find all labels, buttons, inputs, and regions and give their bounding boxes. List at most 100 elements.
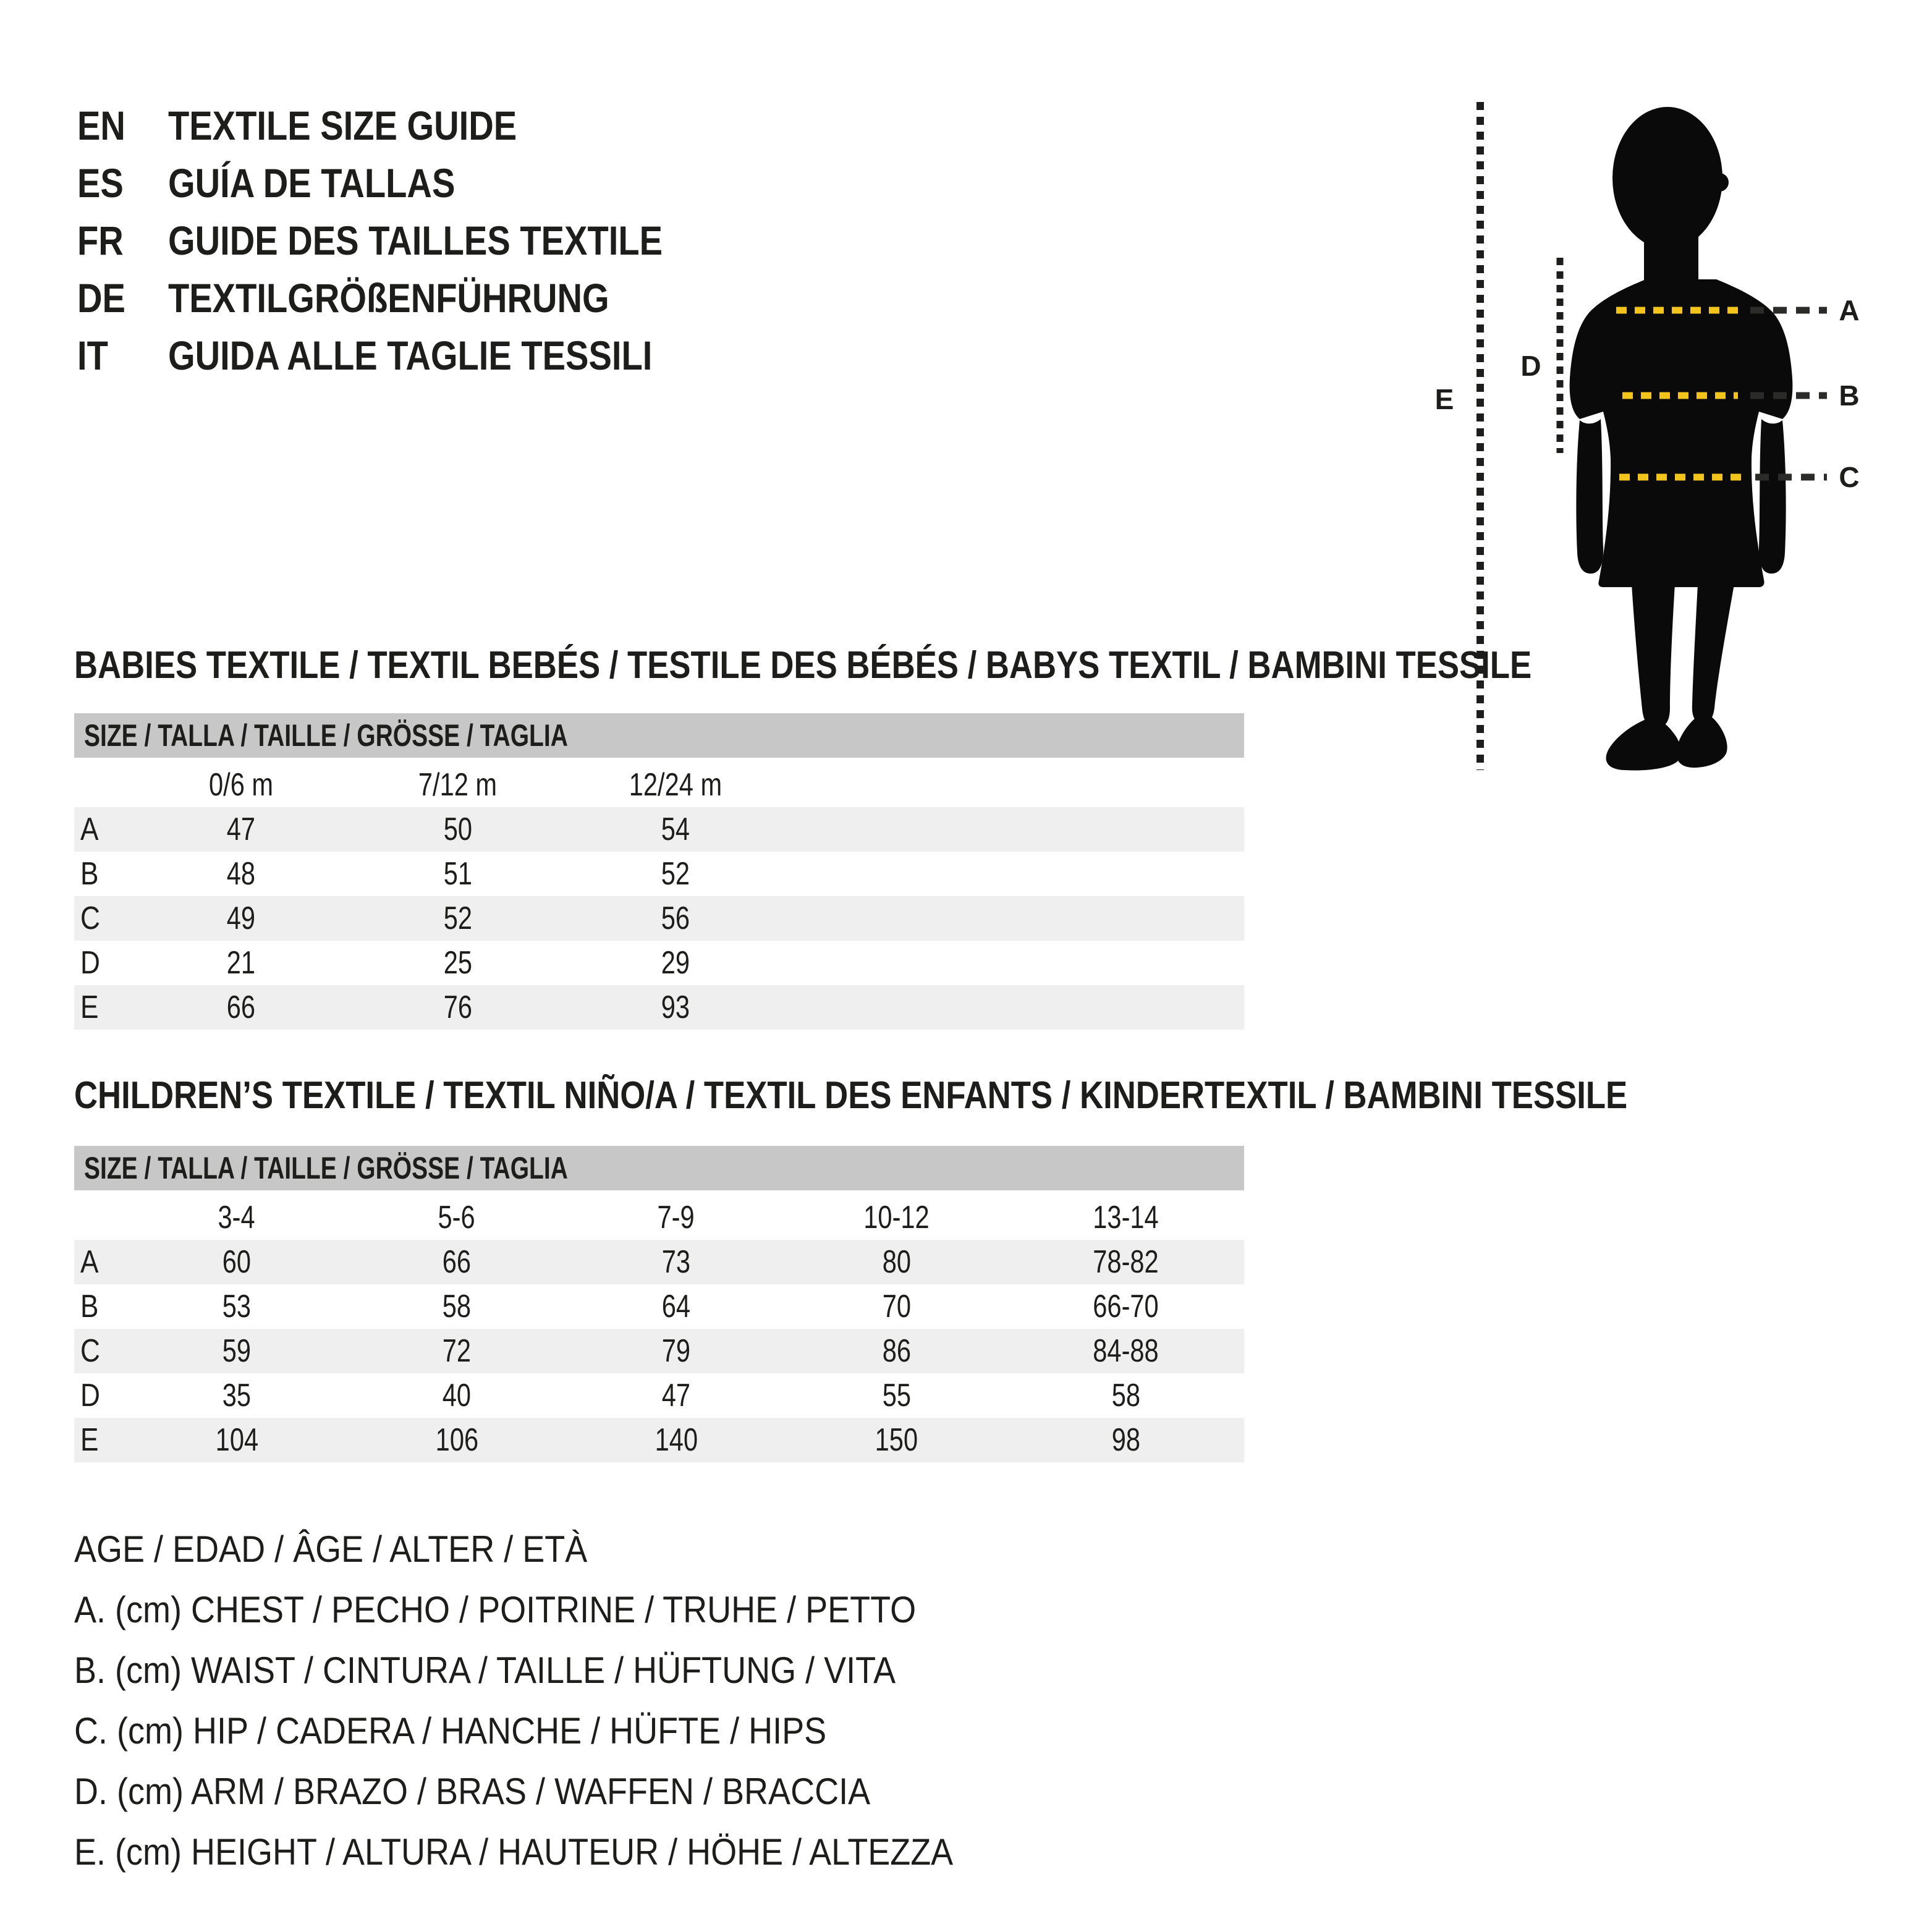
row-label: C (80, 1333, 100, 1369)
cell: 86 (882, 1333, 911, 1369)
cell: 84-88 (1093, 1333, 1159, 1369)
guide-title-en: TEXTILE SIZE GUIDE (168, 102, 517, 148)
language-row-de: DE TEXTILGRÖßENFÜHRUNG (77, 269, 750, 326)
babies-column-headers: 0/6 m 7/12 m 12/24 m (74, 763, 1244, 807)
children-row-b: B 53 58 64 70 66-70 (74, 1284, 1244, 1329)
cell: 140 (655, 1422, 698, 1458)
cell: 66 (442, 1244, 472, 1280)
legend-waist: B. (cm) WAIST / CINTURA / TAILLE / HÜFTU… (74, 1649, 896, 1691)
cell: 54 (661, 811, 690, 847)
silhouette-right-arm (1758, 419, 1786, 574)
legend-chest: A. (cm) CHEST / PECHO / POITRINE / TRUHE… (74, 1588, 917, 1630)
label-a: A (1839, 294, 1859, 326)
label-c: C (1839, 461, 1859, 493)
row-label: E (80, 1422, 99, 1458)
babies-col-7-12m: 7/12 m (418, 767, 498, 803)
cell: 66 (226, 989, 256, 1025)
silhouette-neck (1644, 235, 1698, 284)
legend-arm: D. (cm) ARM / BRAZO / BRAS / WAFFEN / BR… (74, 1770, 871, 1812)
row-label: A (80, 811, 99, 847)
label-d: D (1520, 350, 1541, 382)
cell: 150 (875, 1422, 918, 1458)
cell: 56 (661, 900, 690, 936)
language-code: FR (77, 217, 124, 263)
children-col-13-14: 13-14 (1093, 1200, 1159, 1235)
cell: 49 (226, 900, 256, 936)
babies-col-12-24m: 12/24 m (629, 767, 722, 803)
label-b: B (1839, 379, 1859, 412)
row-label: B (80, 856, 99, 892)
cell: 78-82 (1093, 1244, 1159, 1280)
children-column-headers: 3-4 5-6 7-9 10-12 13-14 (74, 1195, 1244, 1240)
cell: 80 (882, 1244, 911, 1280)
babies-table-body: A 47 50 54 B 48 51 52 C 49 52 56 D 21 25… (74, 807, 1244, 1030)
cell: 35 (222, 1378, 252, 1413)
children-col-10-12: 10-12 (863, 1200, 930, 1235)
label-e: E (1435, 383, 1454, 415)
guide-title-it: GUIDA ALLE TAGLIE TESSILI (168, 332, 653, 378)
cell: 50 (443, 811, 472, 847)
children-row-a: A 60 66 73 80 78-82 (74, 1240, 1244, 1284)
cell: 51 (443, 856, 472, 892)
silhouette-right-shoe (1676, 713, 1727, 768)
babies-col-0-6m: 0/6 m (208, 767, 274, 803)
cell: 66-70 (1093, 1289, 1159, 1324)
language-code: DE (77, 274, 125, 321)
girth-measure-lines (1616, 307, 1827, 481)
cell: 76 (443, 989, 472, 1025)
cell: 106 (435, 1422, 478, 1458)
cell: 52 (661, 856, 690, 892)
cell: 104 (215, 1422, 258, 1458)
silhouette-left-shoe (1606, 718, 1681, 771)
silhouette-torso (1569, 279, 1793, 587)
children-col-7-9: 7-9 (657, 1200, 695, 1235)
silhouette-left-leg (1632, 584, 1675, 728)
children-section-title: CHILDREN’S TEXTILE / TEXTIL NIÑO/A / TEX… (74, 1074, 1628, 1117)
cell: 70 (882, 1289, 911, 1324)
children-row-c: C 59 72 79 86 84-88 (74, 1329, 1244, 1373)
guide-title-fr: GUIDE DES TAILLES TEXTILE (168, 217, 663, 263)
cell: 59 (222, 1333, 252, 1369)
measurement-figure: A B C D E (1435, 102, 1860, 771)
cell: 58 (442, 1289, 472, 1324)
cell: 48 (226, 856, 256, 892)
babies-row-c: C 49 52 56 (74, 896, 1244, 941)
children-table-body: A 60 66 73 80 78-82 B 53 58 64 70 66-70 … (74, 1240, 1244, 1462)
children-row-d: D 35 40 47 55 58 (74, 1373, 1244, 1418)
children-col-5-6: 5-6 (438, 1200, 476, 1235)
row-label: A (80, 1244, 99, 1280)
legend-height: E. (cm) HEIGHT / ALTURA / HAUTEUR / HÖHE… (74, 1831, 954, 1873)
row-label: B (80, 1289, 99, 1324)
child-silhouette-icon (1569, 107, 1793, 771)
cell: 93 (661, 989, 690, 1025)
babies-row-a: A 47 50 54 (74, 807, 1244, 852)
row-label: E (80, 989, 99, 1025)
cell: 21 (226, 945, 256, 981)
cell: 25 (443, 945, 472, 981)
cell: 52 (443, 900, 472, 936)
cell: 58 (1111, 1378, 1140, 1413)
cell: 29 (661, 945, 690, 981)
cell: 72 (442, 1333, 472, 1369)
cell: 55 (882, 1378, 911, 1413)
cell: 40 (442, 1378, 472, 1413)
cell: 47 (661, 1378, 691, 1413)
children-row-e: E 104 106 140 150 98 (74, 1418, 1244, 1462)
children-col-3-4: 3-4 (218, 1200, 256, 1235)
language-row-it: IT GUIDA ALLE TAGLIE TESSILI (77, 326, 750, 384)
measurement-legend: AGE / EDAD / ÂGE / ALTER / ETÀ A. (cm) C… (74, 1519, 1051, 1882)
row-label: D (80, 1378, 100, 1413)
language-row-en: EN TEXTILE SIZE GUIDE (77, 96, 750, 154)
babies-section-title: BABIES TEXTILE / TEXTIL BEBÉS / TESTILE … (74, 643, 1532, 687)
language-code: ES (77, 159, 124, 206)
cell: 98 (1111, 1422, 1140, 1458)
guide-title-es: GUÍA DE TALLAS (168, 159, 455, 206)
language-code: IT (77, 332, 108, 378)
cell: 79 (661, 1333, 691, 1369)
legend-age: AGE / EDAD / ÂGE / ALTER / ETÀ (74, 1528, 588, 1570)
silhouette-right-leg (1692, 584, 1734, 724)
language-row-es: ES GUÍA DE TALLAS (77, 154, 750, 211)
silhouette-head (1612, 107, 1722, 249)
cell: 64 (661, 1289, 691, 1324)
